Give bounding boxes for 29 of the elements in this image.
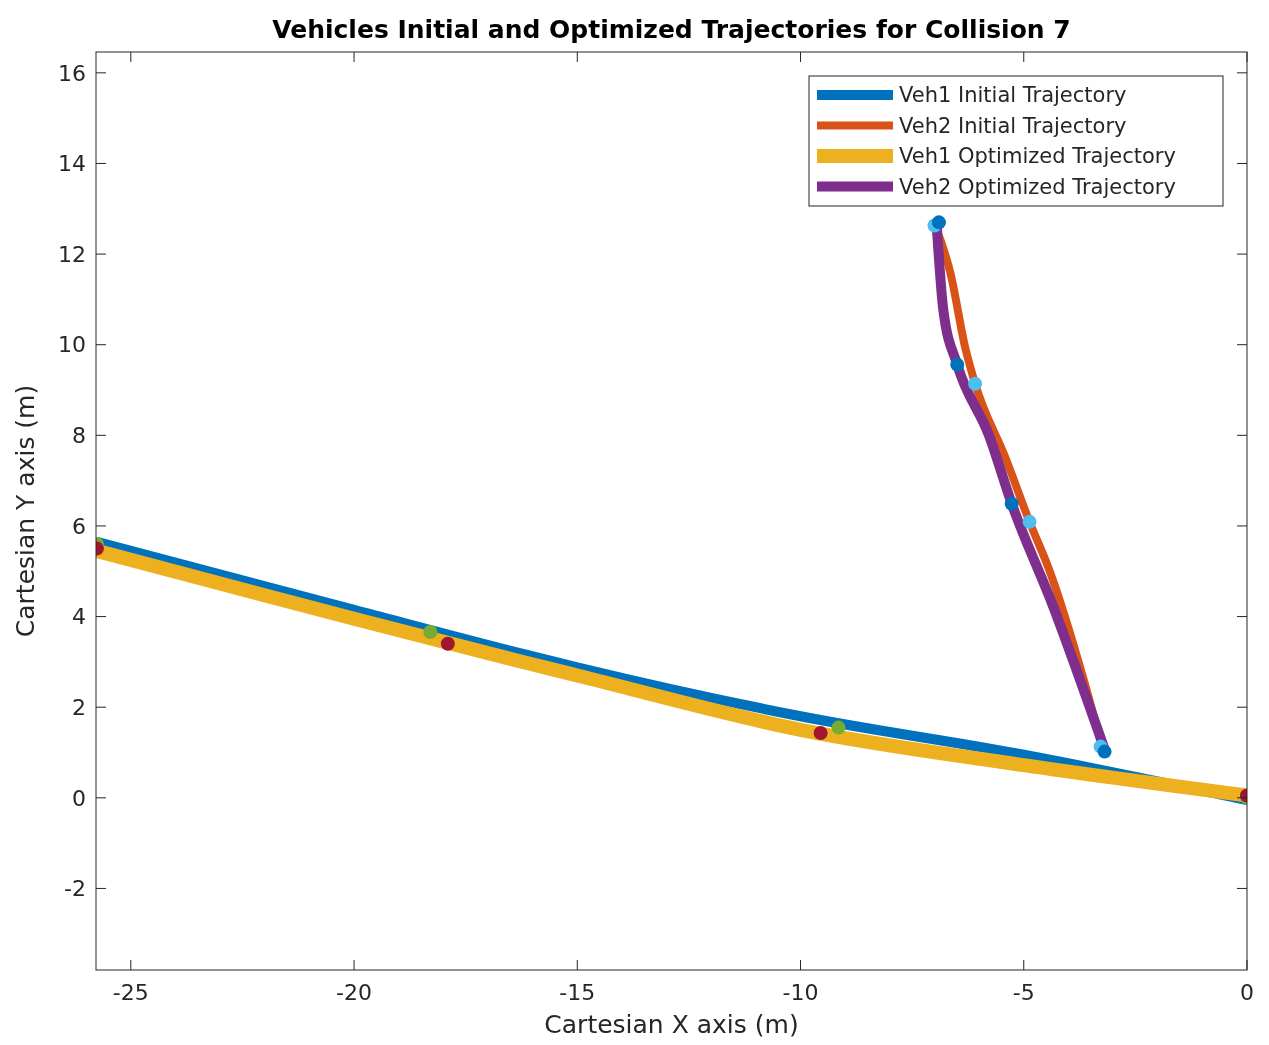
y-tick-label: 12 <box>58 241 86 267</box>
point <box>1022 514 1037 529</box>
x-tick-label: -5 <box>1012 980 1035 1005</box>
legend-label: Veh1 Optimized Trajectory <box>899 144 1176 169</box>
point <box>931 215 946 230</box>
x-tick-label: 0 <box>1240 980 1254 1005</box>
legend-label: Veh2 Optimized Trajectory <box>899 174 1176 199</box>
x-tick-label: -10 <box>782 980 819 1005</box>
y-tick-label: 10 <box>58 332 86 358</box>
y-tick-label: 2 <box>72 694 86 720</box>
y-axis-title: Cartesian Y axis (m) <box>11 384 40 638</box>
point <box>968 376 983 391</box>
y-tick-label: 0 <box>72 785 86 811</box>
x-axis-title: Cartesian X axis (m) <box>544 1010 799 1039</box>
legend-label: Veh2 Initial Trajectory <box>899 113 1127 138</box>
point <box>1004 496 1019 511</box>
point <box>950 357 965 372</box>
x-tick-label: -25 <box>112 980 149 1005</box>
point <box>1097 744 1112 759</box>
y-tick-label: 14 <box>58 151 86 177</box>
x-tick-label: -15 <box>559 980 596 1005</box>
legend-label: Veh1 Initial Trajectory <box>899 83 1127 108</box>
y-tick-label: 6 <box>72 513 86 539</box>
y-tick-label: 4 <box>72 604 86 630</box>
chart-title: Vehicles Initial and Optimized Trajectories for Collision 7 <box>272 15 1071 44</box>
y-tick-label: -2 <box>64 876 86 902</box>
y-tick-label: 16 <box>58 60 86 86</box>
y-tick-label: 8 <box>72 423 86 449</box>
x-tick-label: -20 <box>336 980 373 1005</box>
